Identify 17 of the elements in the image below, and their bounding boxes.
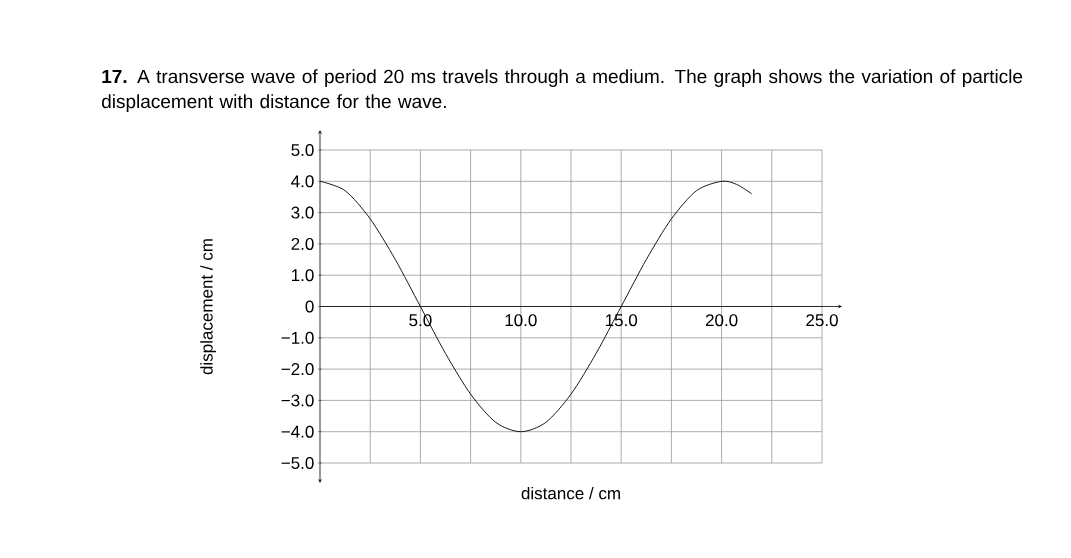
y-tick-label: −5.0 [281, 456, 314, 470]
y-tick-label: 4.0 [291, 175, 314, 188]
y-tick-label: 1.0 [292, 269, 314, 282]
y-tick-label: 2.0 [291, 237, 314, 250]
x-axis-title: distance / cm [521, 486, 620, 500]
y-tick-label: −4.0 [281, 425, 314, 438]
y-tick-label: −2.0 [281, 363, 314, 376]
y-tick-label: −1.0 [281, 331, 314, 344]
x-tick-label: 20.0 [705, 314, 738, 327]
y-tick-label: 0 [305, 300, 314, 313]
y-tick-label: 5.0 [291, 143, 314, 157]
y-tick-label: −3.0 [281, 394, 314, 407]
chart-title: 17. A transverse wave of period 20 ms travels through a medium. The graph shows the variation of particle displacement with distance for the wave. [102, 69, 1023, 112]
x-tick-label: 10.0 [505, 314, 537, 327]
x-tick-label: 25.0 [806, 314, 838, 327]
y-axis-title: displacement / cm [200, 239, 217, 375]
y-tick-label: 3.0 [291, 206, 314, 219]
